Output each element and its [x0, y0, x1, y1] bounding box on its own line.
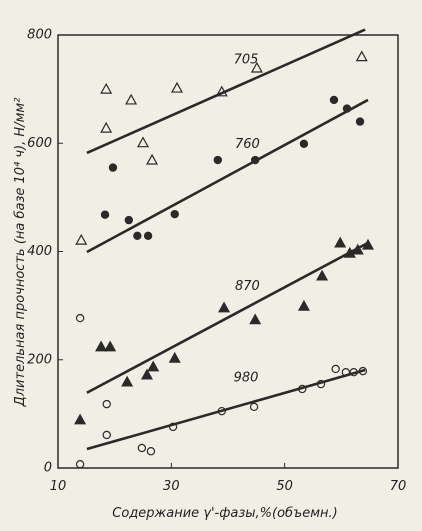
point: [121, 375, 134, 387]
point: [342, 104, 352, 113]
point: [349, 367, 358, 377]
point: [355, 117, 365, 126]
point: [316, 379, 326, 389]
point: [170, 81, 184, 93]
point: [218, 301, 231, 313]
y-tick-label: 400: [27, 244, 52, 259]
point: [168, 422, 178, 432]
point: [140, 368, 153, 380]
x-tick-label: 70: [390, 479, 407, 494]
point: [75, 460, 85, 469]
point: [74, 413, 87, 425]
point: [100, 82, 113, 94]
point: [147, 360, 160, 372]
point: [249, 313, 262, 325]
point: [170, 209, 179, 219]
point: [351, 243, 364, 255]
point: [331, 364, 340, 374]
point: [102, 430, 111, 440]
x-tick-label: 10: [50, 479, 67, 494]
point: [75, 313, 85, 323]
point: [75, 233, 88, 245]
point: [358, 366, 368, 376]
point: [329, 95, 339, 105]
x-axis-label: Содержание γ'-фазы,%(объемн.): [112, 506, 337, 521]
series-label: 980: [234, 371, 259, 386]
point: [334, 236, 347, 248]
plot-frame: [57, 34, 399, 469]
point: [168, 351, 181, 363]
point: [137, 443, 147, 453]
point: [102, 399, 111, 409]
point: [341, 367, 351, 377]
series-label: 705: [234, 52, 259, 67]
point: [143, 231, 153, 241]
y-tick-label: 600: [27, 136, 52, 151]
point: [361, 238, 374, 250]
series-label: 870: [235, 279, 260, 294]
trend-line: [86, 98, 369, 254]
trend-line: [86, 28, 366, 155]
point: [124, 215, 134, 225]
point: [136, 136, 150, 148]
x-tick-label: 30: [163, 479, 180, 494]
point: [298, 384, 307, 394]
point: [146, 447, 156, 456]
point: [100, 210, 110, 219]
y-tick-label: 200: [27, 352, 52, 367]
trend-line: [86, 368, 366, 451]
point: [343, 246, 356, 258]
point: [215, 85, 228, 97]
point: [250, 61, 263, 73]
point: [250, 155, 260, 165]
y-tick-label: 800: [27, 28, 52, 43]
point: [133, 231, 142, 241]
point: [108, 163, 118, 172]
point: [316, 269, 329, 281]
point: [299, 139, 309, 148]
point: [249, 402, 259, 412]
trend-line: [86, 241, 369, 394]
y-tick-label: 0: [44, 461, 52, 476]
point: [95, 340, 108, 352]
y-axis-label: Длительная прочность (на базе 10⁴ ч), Н/…: [13, 98, 28, 408]
point: [125, 93, 138, 105]
point: [297, 299, 310, 311]
point: [213, 155, 222, 165]
point: [217, 406, 226, 416]
point: [355, 50, 368, 62]
point: [146, 153, 159, 165]
point: [100, 121, 113, 133]
point: [104, 340, 117, 352]
x-tick-label: 50: [276, 479, 293, 494]
series-label: 760: [235, 137, 260, 152]
